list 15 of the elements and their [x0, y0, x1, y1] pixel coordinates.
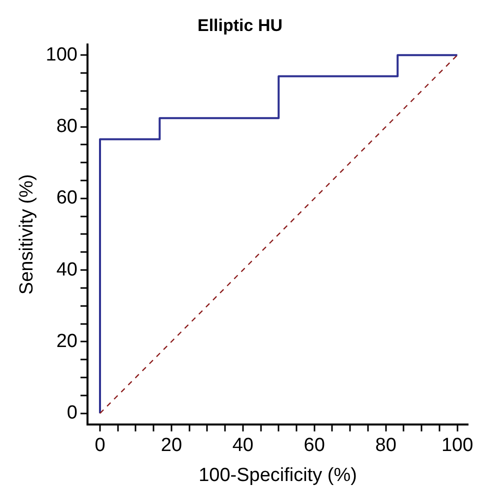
y-axis-title: Sensitivity (%): [16, 174, 38, 295]
chart-title: Elliptic HU: [197, 16, 283, 35]
x-tick-label: 40: [232, 435, 254, 456]
x-axis-title: 100-Specificity (%): [198, 464, 357, 486]
x-tick-label: 60: [304, 435, 325, 456]
x-tick-label: 80: [375, 435, 396, 456]
x-tick-label: 100: [441, 435, 474, 456]
x-tick-label: 20: [160, 435, 182, 456]
y-tick-label: 20: [56, 330, 78, 352]
y-tick-label: 0: [66, 402, 78, 424]
y-tick-label: 80: [56, 116, 78, 138]
y-tick-label: 100: [46, 44, 78, 66]
y-tick-label: 60: [56, 188, 78, 209]
y-tick-label: 40: [56, 259, 78, 280]
x-tick-label: 0: [94, 435, 106, 456]
